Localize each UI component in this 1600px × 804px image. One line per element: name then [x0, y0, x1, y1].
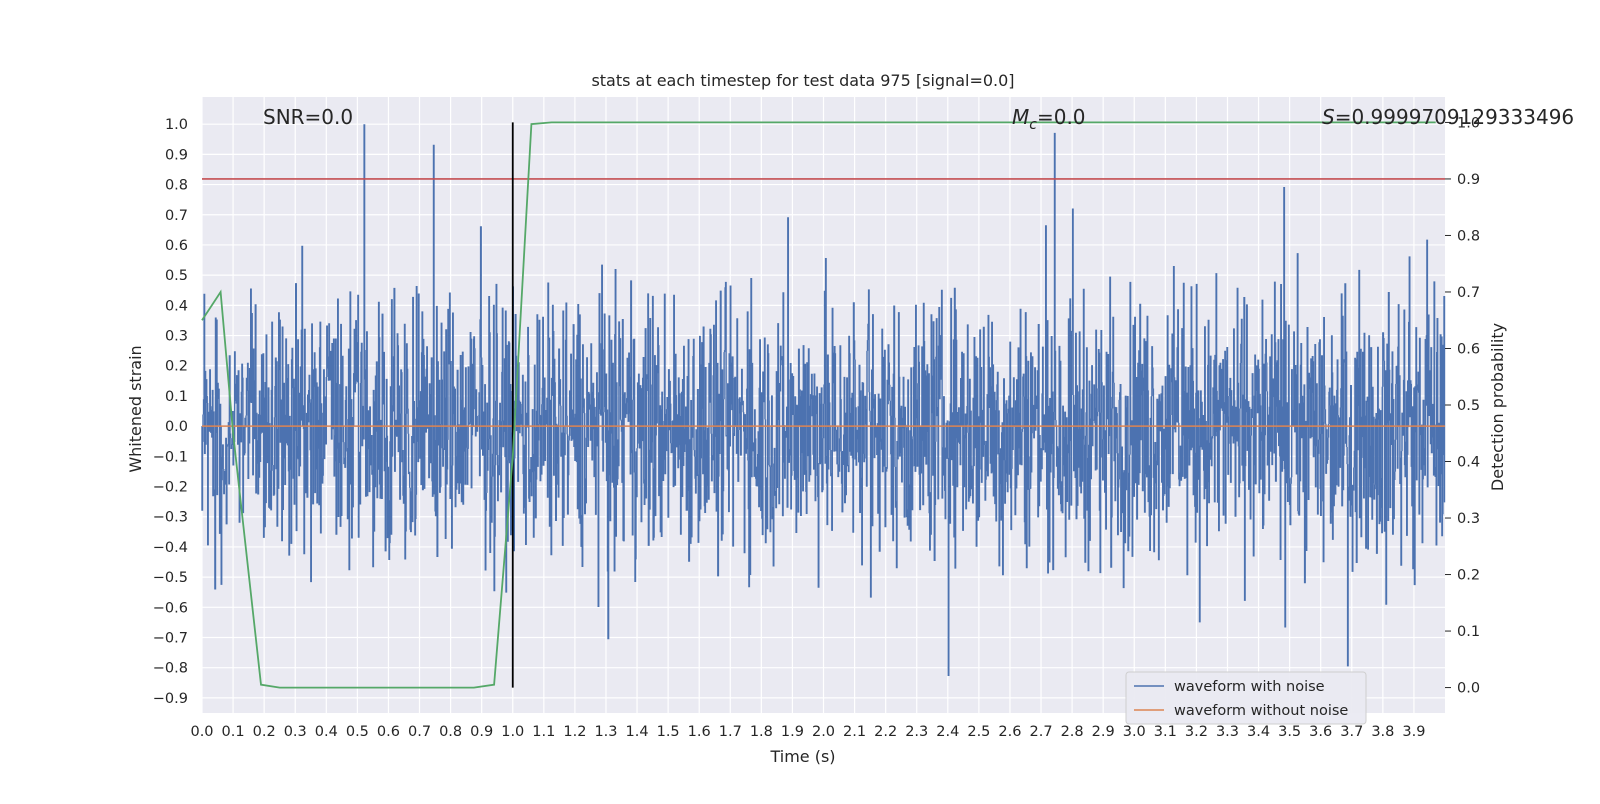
- y2-tick-label: 0.5: [1457, 398, 1480, 414]
- x-tick-label: 0.2: [253, 724, 276, 740]
- y2-tick-label: 0.9: [1457, 172, 1480, 188]
- x-tick-label: 1.2: [563, 724, 586, 740]
- x-tick-label: 1.7: [719, 724, 742, 740]
- x-tick-label: 0.3: [284, 724, 307, 740]
- y2-tick-label: 0.7: [1457, 285, 1480, 301]
- y-tick-label: −0.8: [153, 661, 188, 677]
- chirp-mass-annotation: Mc=0.0: [1012, 105, 1086, 133]
- x-tick-label: 0.5: [346, 724, 369, 740]
- s-annotation: S=0.9999709129333496: [1322, 105, 1574, 129]
- x-tick-label: 0.8: [439, 724, 462, 740]
- x-tick-label: 1.1: [532, 724, 555, 740]
- x-tick-label: 2.1: [843, 724, 866, 740]
- x-tick-label: 3.9: [1402, 724, 1425, 740]
- y2-tick-label: 0.1: [1457, 624, 1480, 640]
- y-tick-label: 0.0: [165, 419, 188, 435]
- y2-tick-label: 0.0: [1457, 681, 1480, 697]
- x-tick-label: 0.7: [408, 724, 431, 740]
- y-tick-label: −0.4: [153, 540, 188, 556]
- x-tick-label: 2.0: [812, 724, 835, 740]
- x-tick-label: 0.1: [222, 724, 245, 740]
- y-tick-label: −0.2: [153, 480, 188, 496]
- x-tick-label: 1.0: [501, 724, 524, 740]
- y-tick-label: −0.5: [153, 570, 188, 586]
- y2-axis-label: Detection probability: [1488, 323, 1507, 491]
- legend-label-waveform-without-noise: waveform without noise: [1174, 703, 1348, 719]
- x-tick-label: 0.4: [315, 724, 338, 740]
- x-tick-label: 2.5: [967, 724, 990, 740]
- legend-box: [1125, 671, 1367, 725]
- y2-tick-label: 1.0: [1457, 115, 1480, 131]
- y-axis-label: Whitened strain: [126, 345, 145, 472]
- x-tick-label: 3.1: [1154, 724, 1177, 740]
- x-tick-label: 0.9: [470, 724, 493, 740]
- y-tick-label: −0.6: [153, 600, 188, 616]
- y-tick-label: 0.8: [165, 178, 188, 194]
- s-symbol: S: [1322, 105, 1335, 129]
- x-tick-label: 1.9: [781, 724, 804, 740]
- y2-tick-label: 0.2: [1457, 568, 1480, 584]
- y2-tick-label: 0.8: [1457, 228, 1480, 244]
- y-tick-label: −0.7: [153, 631, 188, 647]
- y-tick-label: 0.7: [165, 208, 188, 224]
- series-lines: [201, 121, 1445, 689]
- y-tick-label: 0.3: [165, 329, 188, 345]
- detection-probability-line: [201, 121, 1436, 689]
- x-tick-label: 1.3: [594, 724, 617, 740]
- x-tick-label: 0.0: [190, 724, 213, 740]
- x-tick-label: 1.5: [657, 724, 680, 740]
- x-tick-label: 2.6: [998, 724, 1021, 740]
- y-tick-label: 0.4: [165, 298, 188, 314]
- y-tick-label: 0.5: [165, 268, 188, 284]
- x-axis-label: Time (s): [769, 747, 835, 766]
- snr-annotation: SNR=0.0: [263, 105, 353, 129]
- x-tick-label: 3.3: [1216, 724, 1239, 740]
- x-tick-label: 1.6: [688, 724, 711, 740]
- x-tick-label: 3.6: [1309, 724, 1332, 740]
- y-tick-label: 0.2: [165, 359, 188, 375]
- x-tick-label: 2.3: [905, 724, 928, 740]
- x-axis-ticks: 0.0 0.1 0.2 0.3 0.4 0.5 0.6 0.7 0.8 0.9 1.0 1.1 1.2 1…: [190, 724, 1425, 740]
- x-tick-label: 1.8: [750, 724, 773, 740]
- y-tick-label: −0.3: [153, 510, 188, 526]
- y-axis-ticks: 1.0 0.9 0.8 0.7 0.6 0.5 0.4 0.3 0.2 0.1 0.0 −0.1 −0.…: [153, 117, 188, 707]
- x-tick-label: 3.2: [1185, 724, 1208, 740]
- x-tick-label: 2.4: [936, 724, 959, 740]
- x-tick-label: 3.7: [1340, 724, 1363, 740]
- x-tick-label: 2.2: [874, 724, 897, 740]
- x-tick-label: 2.8: [1061, 724, 1084, 740]
- mc-subscript: c: [1029, 117, 1037, 133]
- y2-tick-label: 0.4: [1457, 455, 1480, 471]
- y2-axis-ticks: 1.0 0.9 0.8 0.7 0.6 0.5 0.4 0.3 0.2 0.1 0.0: [1445, 115, 1480, 697]
- y-tick-label: −0.9: [153, 691, 188, 707]
- y2-tick-label: 0.6: [1457, 341, 1480, 357]
- waveform-with-noise-line: [201, 124, 1446, 676]
- mc-symbol: M: [1012, 105, 1029, 129]
- x-tick-label: 3.8: [1371, 724, 1394, 740]
- y-tick-label: 0.6: [165, 238, 188, 254]
- mc-value: =0.0: [1037, 105, 1086, 129]
- series-waveform-with-noise: [201, 124, 1446, 676]
- legend: waveform with noise waveform without noi…: [1125, 671, 1367, 725]
- x-tick-label: 1.4: [626, 724, 649, 740]
- y-tick-label: 0.9: [165, 147, 188, 163]
- x-tick-label: 0.6: [377, 724, 400, 740]
- x-tick-label: 3.5: [1278, 724, 1301, 740]
- legend-label-waveform-with-noise: waveform with noise: [1174, 679, 1325, 695]
- x-tick-label: 2.7: [1029, 724, 1052, 740]
- x-tick-label: 3.4: [1247, 724, 1270, 740]
- x-tick-label: 3.0: [1123, 724, 1146, 740]
- s-value: =0.9999709129333496: [1335, 105, 1574, 129]
- x-tick-label: 2.9: [1092, 724, 1115, 740]
- y-tick-label: 1.0: [165, 117, 188, 133]
- chart-title: stats at each timestep for test data 975…: [591, 71, 1014, 90]
- y-tick-label: 0.1: [165, 389, 188, 405]
- y2-tick-label: 0.3: [1457, 511, 1480, 527]
- y-tick-label: −0.1: [153, 449, 188, 465]
